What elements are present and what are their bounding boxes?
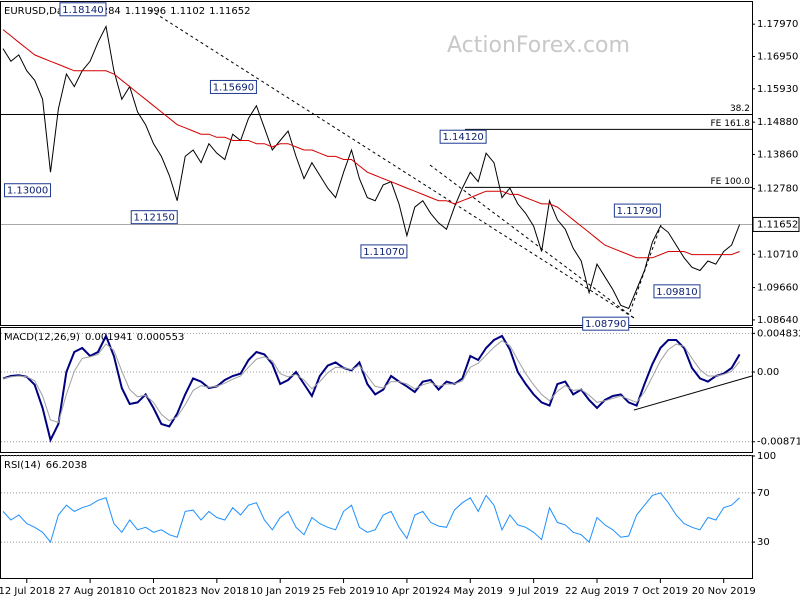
y-tick-label: 0.00 xyxy=(757,367,779,378)
level-label: FE 161.8 xyxy=(711,119,751,129)
series-line xyxy=(2,29,740,259)
x-tick-label: 20 Nov 2019 xyxy=(692,586,756,597)
macd-trend-line xyxy=(633,375,753,411)
y-tick-label: 70 xyxy=(757,488,770,499)
series-line xyxy=(2,340,740,424)
y-tick-label: 1.13860 xyxy=(757,149,798,160)
annotation-label: 1.18140 xyxy=(62,5,103,16)
annotation-box xyxy=(360,244,408,259)
y-tick-label: 1.09660 xyxy=(757,283,798,294)
last-price-label: 1.11652 xyxy=(757,219,798,230)
header-value: 1.1102 xyxy=(170,6,205,17)
annotation-box xyxy=(209,79,257,94)
x-tick-label: 10 Jan 2019 xyxy=(250,586,310,597)
annotation-box xyxy=(59,2,107,17)
annotation-label: 1.12150 xyxy=(134,213,175,224)
panel-title: MACD(12,26,9) xyxy=(4,332,80,343)
x-tick-label: 24 May 2019 xyxy=(438,586,503,597)
x-tick-label: 10 Apr 2019 xyxy=(376,586,438,597)
channel-line xyxy=(429,164,635,319)
x-tick-label: 22 Aug 2019 xyxy=(565,586,629,597)
watermark: ActionForex.com xyxy=(447,33,630,58)
y-tick-label: 1.14880 xyxy=(757,117,798,128)
annotation-box xyxy=(653,284,701,299)
y-tick-label: 1.17970 xyxy=(757,19,798,30)
x-tick-label: 12 Jul 2018 xyxy=(0,586,55,597)
header-value: 1.11996 xyxy=(125,6,166,17)
panel-title: EURUSD,Daily xyxy=(4,6,75,17)
y-tick-label: 1.16950 xyxy=(757,52,798,63)
annotation-label: 1.13000 xyxy=(7,186,48,197)
x-tick-label: 23 Nov 2018 xyxy=(185,586,249,597)
annotation-box xyxy=(613,203,661,218)
y-tick-label: 100 xyxy=(757,451,776,462)
level-label: 38.2 xyxy=(730,104,750,114)
level-label: FE 100.0 xyxy=(711,177,751,187)
annotation-label: 1.15690 xyxy=(213,82,254,93)
header-value: 0.000553 xyxy=(137,332,185,343)
annotation-label: 1.08790 xyxy=(585,319,626,330)
x-tick-label: 27 Aug 2018 xyxy=(58,586,122,597)
x-tick-label: 7 Oct 2019 xyxy=(633,586,688,597)
y-tick-label: 1.15930 xyxy=(757,84,798,95)
header-value: 0.001941 xyxy=(85,332,133,343)
price-panel xyxy=(0,1,753,326)
last-price-box xyxy=(752,216,800,232)
series-line xyxy=(2,492,740,544)
panel-title: RSI(14) xyxy=(4,460,41,471)
y-tick-label: 1.08640 xyxy=(757,315,798,326)
y-tick-label: -0.008718 xyxy=(757,437,800,448)
wave-line xyxy=(629,221,663,313)
annotation-label: 1.11070 xyxy=(363,247,404,258)
y-tick-label: 1.12780 xyxy=(757,184,798,195)
annotation-box xyxy=(4,183,52,198)
y-tick-label: 0.004832 xyxy=(757,328,800,339)
annotation-box xyxy=(439,129,487,144)
annotation-box xyxy=(582,316,630,331)
x-tick-label: 10 Oct 2018 xyxy=(123,586,185,597)
macd-panel xyxy=(0,327,753,453)
series-line xyxy=(2,333,741,443)
header-value: 66.2038 xyxy=(46,460,87,471)
y-tick-label: 30 xyxy=(757,537,770,548)
header-value: 1.11652 xyxy=(209,6,250,17)
series-line xyxy=(2,24,741,310)
annotation-label: 1.09810 xyxy=(656,287,697,298)
annotation-label: 1.11790 xyxy=(617,206,658,217)
annotation-label: 1.14120 xyxy=(442,132,483,143)
y-tick-label: 1.10710 xyxy=(757,249,798,260)
x-tick-label: 25 Feb 2019 xyxy=(312,586,374,597)
annotation-box xyxy=(130,210,178,225)
x-tick-label: 9 Jul 2019 xyxy=(509,586,559,597)
